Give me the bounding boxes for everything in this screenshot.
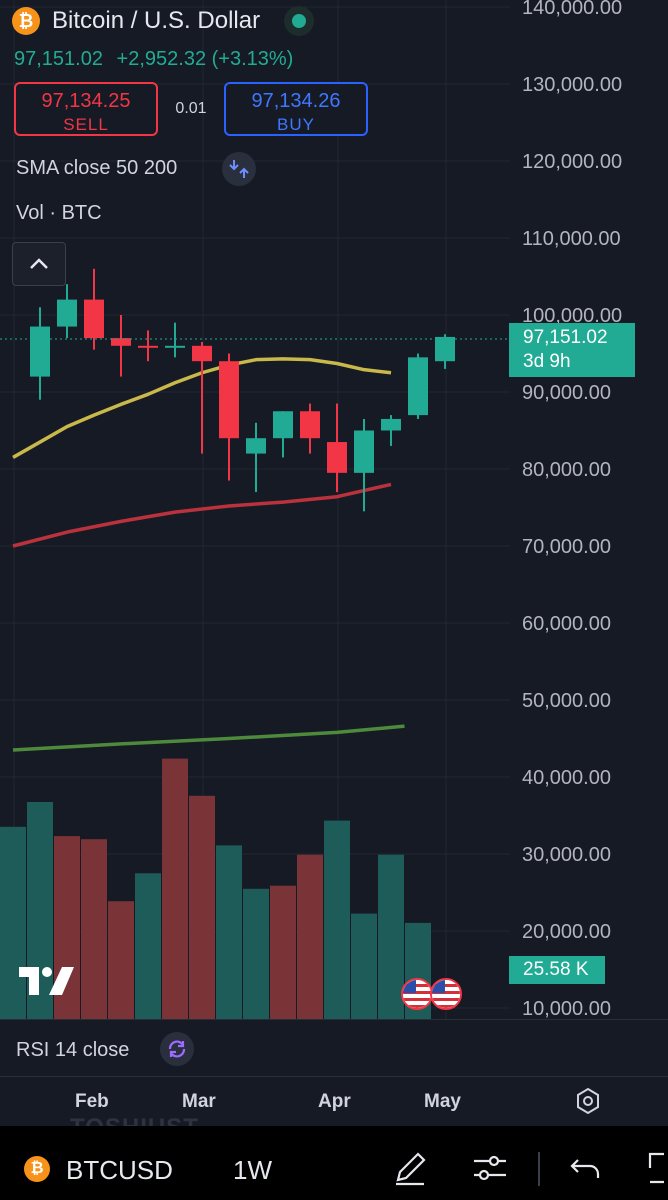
last-price: 97,151.02 — [14, 48, 103, 70]
price-axis-tick: 80,000.00 — [522, 459, 611, 481]
refresh-icon[interactable] — [160, 1032, 194, 1066]
bottom-toolbar: ₿ BTCUSD 1W — [0, 1126, 668, 1200]
candle-body — [354, 430, 374, 473]
volume-bar — [162, 758, 188, 1019]
price-axis-tick: 60,000.00 — [522, 613, 611, 635]
sell-price: 97,134.25 — [41, 90, 131, 112]
symbol-selector[interactable]: BTCUSD — [66, 1155, 173, 1185]
symbol-header[interactable]: ₿ Bitcoin / U.S. Dollar — [12, 4, 315, 38]
collapse-indicators-button[interactable] — [12, 242, 66, 286]
candles — [30, 268, 455, 512]
volume-bar — [270, 885, 296, 1019]
price-axis-tick: 10,000.00 — [522, 998, 611, 1020]
interval-selector[interactable]: 1W — [233, 1155, 272, 1185]
chart-settings-icon[interactable] — [574, 1087, 602, 1115]
volume-bar — [243, 888, 269, 1019]
price-axis: 140,000.00 130,000.00 120,000.00 110,000.00… — [522, 0, 622, 1020]
toolbar-divider — [538, 1152, 540, 1186]
price-axis-tick: 70,000.00 — [522, 536, 611, 558]
rsi-pane[interactable]: RSI 14 close — [0, 1019, 668, 1077]
candle-body — [300, 411, 320, 439]
price-axis-tick: 100,000.00 — [522, 305, 622, 327]
volume-bars — [0, 758, 431, 1019]
price-axis-tick: 20,000.00 — [522, 921, 611, 943]
x-axis-label: May — [424, 1091, 461, 1112]
rsi-indicator-label[interactable]: RSI 14 close — [16, 1039, 130, 1061]
candle-body — [219, 361, 239, 439]
sma-200-line — [12, 482, 392, 548]
us-flag-event-icon[interactable] — [430, 978, 462, 1010]
price-axis-tick: 110,000.00 — [522, 228, 621, 250]
bitcoin-icon: ₿ — [12, 7, 40, 35]
price-axis-tick: 130,000.00 — [522, 74, 622, 96]
candle-body — [192, 345, 212, 362]
price-axis-tick: 120,000.00 — [522, 151, 622, 173]
volume-bar — [135, 873, 161, 1019]
spread-value: 0.01 — [175, 100, 207, 117]
candle-body — [138, 345, 158, 348]
volume-bar — [108, 901, 134, 1019]
symbol-title: Bitcoin / U.S. Dollar — [52, 7, 261, 34]
buy-button[interactable]: 97,134.26 BUY — [224, 82, 368, 136]
candle-body — [111, 338, 131, 346]
tradingview-logo-icon[interactable] — [18, 966, 76, 996]
volume-bar — [324, 820, 350, 1019]
sell-button[interactable]: 97,134.25 SELL — [14, 82, 158, 136]
volume-indicator-label[interactable]: Vol · BTC — [16, 202, 102, 224]
volume-bar — [216, 845, 242, 1019]
us-flag-event-icon[interactable] — [401, 978, 433, 1010]
candle-body — [381, 418, 401, 431]
candle-body — [30, 326, 50, 377]
volume-bar — [189, 795, 215, 1019]
candle-body — [246, 438, 266, 454]
price-summary: 97,151.02 +2,952.32 (+3.13%) — [14, 48, 301, 71]
fullscreen-icon[interactable] — [640, 1148, 668, 1188]
bitcoin-icon: ₿ — [24, 1156, 50, 1182]
moving-averages — [12, 357, 405, 752]
market-status-icon[interactable] — [284, 6, 315, 36]
sma-arrows-icon[interactable] — [222, 152, 256, 186]
x-axis-label: Feb — [75, 1091, 109, 1112]
candle-body — [435, 336, 455, 362]
volume-bar — [0, 826, 26, 1019]
price-axis-tick: 90,000.00 — [522, 382, 611, 404]
indicators-sliders-icon[interactable] — [470, 1148, 510, 1188]
price-axis-tick: 50,000.00 — [522, 690, 611, 712]
volume-bar — [81, 839, 107, 1019]
x-axis-label: Apr — [318, 1091, 351, 1112]
chevron-up-icon — [30, 258, 48, 269]
undo-icon[interactable] — [566, 1148, 606, 1188]
current-price-label: 97,151.02 3d 9h — [509, 323, 635, 377]
long-moving-average-line — [12, 724, 405, 752]
volume-bar — [378, 854, 404, 1019]
volume-value-label: 25.58 K — [509, 956, 605, 984]
candle-body — [273, 411, 293, 439]
drawing-pen-icon[interactable] — [390, 1148, 430, 1188]
candle-body — [408, 357, 428, 416]
candle-body — [327, 442, 347, 473]
volume-bar — [351, 913, 377, 1019]
candle-body — [84, 299, 104, 339]
sell-label: SELL — [63, 115, 109, 134]
price-axis-tick: 30,000.00 — [522, 844, 611, 866]
trade-panel: 97,134.25 SELL 0.01 97,134.26 BUY — [14, 82, 368, 136]
sma-indicator-label[interactable]: SMA close 50 200 — [16, 157, 178, 179]
price-axis-tick: 140,000.00 — [522, 0, 622, 19]
buy-label: BUY — [277, 115, 315, 134]
buy-price: 97,134.26 — [251, 90, 341, 112]
price-axis-tick: 40,000.00 — [522, 767, 611, 789]
volume-bar — [297, 854, 323, 1019]
candle-body — [57, 299, 77, 327]
candle-body — [165, 345, 185, 348]
x-axis-label: Mar — [182, 1091, 216, 1112]
current-price-value: 97,151.02 — [523, 327, 608, 348]
price-change: +2,952.32 (+3.13%) — [116, 48, 294, 70]
bar-countdown: 3d 9h — [523, 351, 571, 372]
